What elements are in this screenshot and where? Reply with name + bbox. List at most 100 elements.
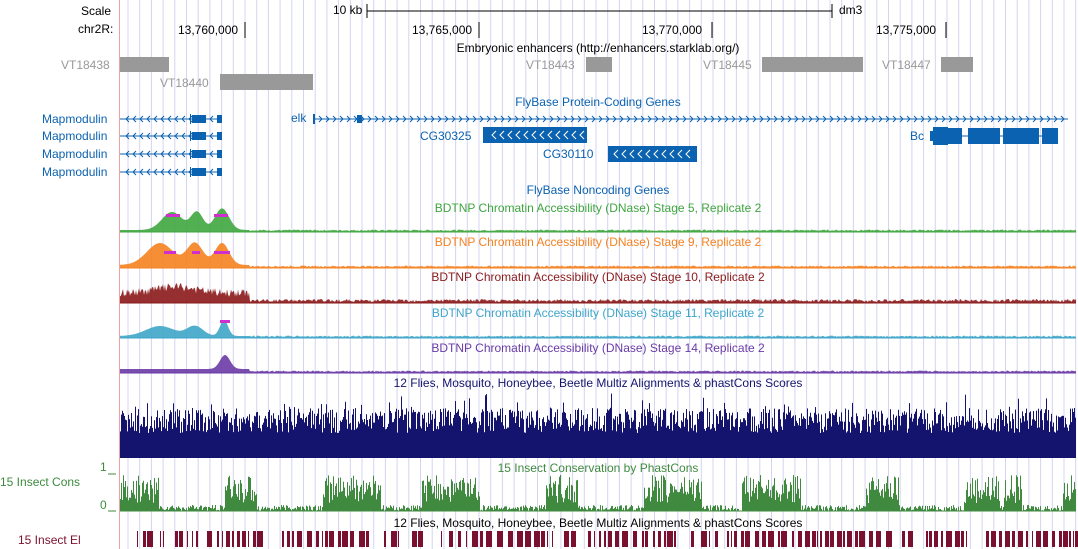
- multiz-bar: [300, 418, 301, 458]
- phastcons-bar: [550, 476, 551, 511]
- multiz-bar: [669, 429, 670, 458]
- multiz-bar: [429, 423, 430, 458]
- multiz-bar: [610, 407, 611, 458]
- dnase-signal: [120, 208, 1076, 232]
- enhancer-block[interactable]: [941, 57, 973, 72]
- strand-arrow: [472, 115, 477, 123]
- multiz-bar: [1019, 432, 1020, 458]
- multiz-bar: [959, 416, 960, 458]
- multiz-bar: [850, 432, 851, 458]
- gene-label[interactable]: Bc: [910, 129, 925, 143]
- enhancer-block[interactable]: [220, 74, 313, 90]
- phastcons-bar: [208, 506, 209, 511]
- enhancer-block[interactable]: [762, 57, 863, 72]
- gene-label[interactable]: elk: [291, 111, 307, 125]
- multiz-bar: [562, 412, 563, 458]
- enhancer-label[interactable]: VT18443: [526, 58, 575, 72]
- conserved-element: [792, 531, 794, 547]
- gene-label[interactable]: CG30110: [543, 147, 594, 161]
- multiz-bar: [487, 411, 488, 458]
- strand-arrow: [962, 115, 967, 123]
- phastcons-bar: [628, 508, 629, 511]
- phastcons-bar: [585, 508, 586, 511]
- gene-label[interactable]: Mapmodulin: [42, 129, 108, 143]
- phastcons-bar: [1030, 508, 1031, 511]
- phastcons-bar: [796, 493, 797, 511]
- multiz-bar: [1023, 416, 1024, 458]
- phastcons-bar: [385, 509, 386, 511]
- enhancer-block[interactable]: [586, 57, 612, 72]
- phastcons-bar: [766, 485, 767, 511]
- phastcons-bar: [892, 498, 893, 511]
- phastcons-bar: [1045, 506, 1046, 511]
- gene-label[interactable]: Mapmodulin: [42, 165, 108, 179]
- elements-side-label[interactable]: 15 Insect El: [18, 533, 81, 547]
- multiz-bar: [400, 416, 401, 458]
- phastcons-bar: [723, 509, 724, 511]
- multiz-bar: [790, 410, 791, 458]
- multiz-bar: [486, 394, 487, 458]
- multiz-bar: [630, 428, 631, 458]
- multiz-bar: [978, 409, 979, 458]
- multiz-bar: [427, 427, 428, 458]
- phastcons-bar: [729, 509, 730, 511]
- phastcons-bar: [358, 501, 359, 511]
- conserved-element: [615, 531, 619, 547]
- phastcons-bar: [923, 510, 924, 511]
- enhancer-block[interactable]: [120, 57, 169, 72]
- strand-arrow: [808, 115, 813, 123]
- phastcons-bar: [288, 508, 289, 511]
- multiz-bar: [546, 422, 547, 458]
- enhancer-label[interactable]: VT18438: [61, 58, 110, 72]
- strand-arrow: [528, 115, 533, 123]
- enhancer-label[interactable]: VT18445: [703, 58, 752, 72]
- multiz-bar: [797, 423, 798, 458]
- multiz-bar: [1052, 426, 1053, 458]
- phastcons-bar: [647, 496, 648, 511]
- conserved-element: [633, 531, 637, 547]
- gene-label[interactable]: CG30325: [420, 129, 472, 143]
- strand-arrow: [125, 168, 130, 176]
- multiz-bar: [392, 422, 393, 458]
- multiz-bar: [793, 415, 794, 458]
- enhancer-label[interactable]: VT18440: [160, 76, 209, 90]
- multiz-bar: [820, 432, 821, 458]
- phastcons-side-label[interactable]: 15 Insect Cons: [0, 475, 81, 489]
- multiz-bar: [382, 415, 383, 458]
- multiz-bar: [652, 413, 653, 458]
- phastcons-bar: [697, 482, 698, 511]
- phastcons-bar: [275, 509, 276, 511]
- multiz-bar: [789, 412, 790, 458]
- strand-arrow: [125, 150, 130, 158]
- track-title-noncoding: FlyBase Noncoding Genes: [526, 183, 670, 197]
- phastcons-bar: [371, 495, 372, 511]
- multiz-bar: [724, 402, 725, 458]
- multiz-bar: [321, 404, 322, 458]
- multiz-bar: [733, 426, 734, 458]
- strand-arrow: [181, 168, 186, 176]
- conserved-element: [322, 531, 323, 547]
- multiz-bar: [245, 423, 246, 458]
- conserved-element: [599, 531, 601, 547]
- multiz-bar: [553, 428, 554, 458]
- multiz-bar: [214, 412, 215, 458]
- strand-arrow: [571, 130, 577, 140]
- phastcons-bars: [120, 475, 1076, 511]
- phastcons-bar: [642, 507, 643, 511]
- gene-label[interactable]: Mapmodulin: [42, 147, 108, 161]
- phastcons-bar: [650, 501, 651, 511]
- multiz-bar: [618, 424, 619, 458]
- phastcons-bar: [1075, 489, 1076, 511]
- multiz-bar: [301, 418, 302, 458]
- phastcons-bar: [272, 508, 273, 511]
- multiz-bar: [434, 418, 435, 458]
- multiz-bar: [497, 411, 498, 458]
- gene-label[interactable]: Mapmodulin: [42, 112, 108, 126]
- multiz-bar: [985, 425, 986, 458]
- phastcons-bar: [352, 489, 353, 511]
- multiz-bar: [581, 410, 582, 458]
- enhancer-label[interactable]: VT18447: [882, 58, 931, 72]
- multiz-bar: [865, 419, 866, 458]
